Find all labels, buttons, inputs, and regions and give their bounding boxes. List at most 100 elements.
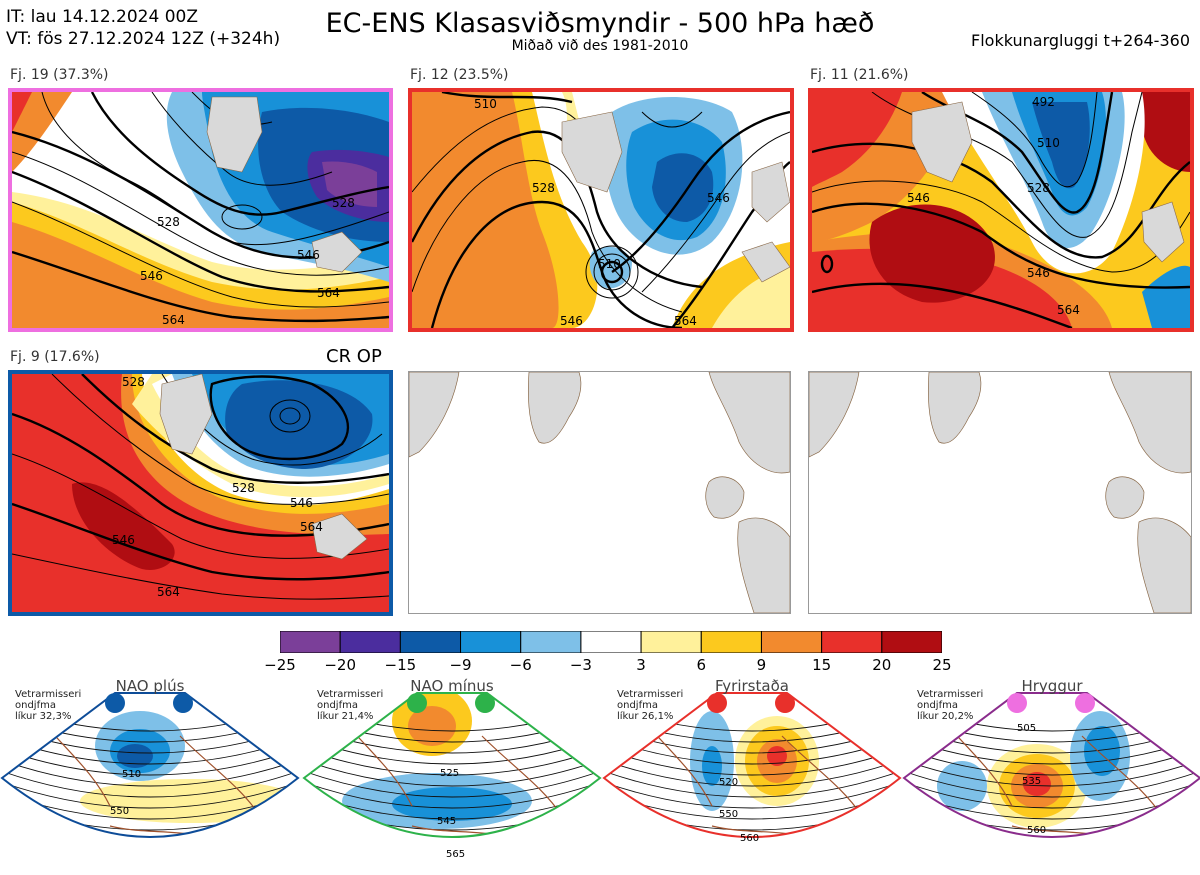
regime-dot bbox=[105, 693, 125, 713]
colorbar-tick-label: −6 bbox=[509, 656, 532, 674]
height-contour bbox=[2, 744, 298, 776]
regime-note-line: Vetrarmisseri bbox=[317, 689, 384, 700]
height-contour bbox=[604, 777, 900, 809]
contour-label-564: 564 bbox=[157, 585, 180, 599]
regime-title: Fyrirstaða bbox=[715, 677, 789, 695]
colorbar-segment bbox=[821, 630, 883, 654]
anomaly-blob bbox=[1023, 772, 1051, 796]
contour-label-528: 528 bbox=[332, 196, 355, 210]
height-contour bbox=[604, 766, 900, 798]
height-contour bbox=[604, 755, 900, 787]
colorbar-tick-label: 9 bbox=[756, 656, 767, 674]
regime-note-line: ondjfma bbox=[15, 700, 56, 711]
cluster-map-2: 510 528 546 510 546 564 bbox=[408, 88, 794, 332]
colorbar-segment bbox=[580, 630, 642, 654]
contour-label-528: 528 bbox=[122, 375, 145, 389]
colorbar-tick-label: 25 bbox=[932, 656, 952, 674]
regime-note-line: líkur 26,1% bbox=[617, 711, 674, 722]
colorbar-tick-label: −3 bbox=[569, 656, 592, 674]
colorbar-tick-label: −25 bbox=[264, 656, 296, 674]
regime-dot bbox=[707, 693, 727, 713]
contour-label-510b: 510 bbox=[598, 257, 621, 271]
anomaly-blob bbox=[1017, 850, 1047, 862]
panel-label-1: Fj. 19 (37.3%) bbox=[10, 67, 109, 83]
fan-frame bbox=[0, 692, 300, 838]
colorbar-segment bbox=[279, 630, 341, 654]
op-label: CR OP bbox=[326, 346, 382, 367]
contour-label-564: 564 bbox=[1057, 303, 1080, 317]
contour-label-564b: 564 bbox=[162, 313, 185, 327]
regime-note-line: Vetrarmisseri bbox=[917, 689, 984, 700]
height-contour bbox=[2, 766, 298, 798]
colorbar-tick-label: 3 bbox=[636, 656, 646, 674]
regime-title: Hryggur bbox=[1021, 677, 1083, 695]
anomaly-blob bbox=[767, 746, 787, 766]
height-contour bbox=[2, 777, 298, 809]
colorbar-tick-label: 6 bbox=[696, 656, 707, 674]
panel-label-3: Fj. 11 (21.6%) bbox=[810, 67, 909, 83]
regime-dot bbox=[173, 693, 193, 713]
contour-label-546: 546 bbox=[112, 533, 135, 547]
regime-dot bbox=[407, 693, 427, 713]
page-title: EC-ENS Klasasviðsmyndir - 500 hPa hæð bbox=[325, 8, 875, 39]
colorbar-segment bbox=[881, 630, 943, 654]
regime-note: Vetrarmisseri ondjfma líkur 32,3% bbox=[15, 689, 81, 722]
height-contour bbox=[604, 744, 900, 776]
regime-fan: 510 550 bbox=[0, 692, 300, 838]
contour-label-492: 492 bbox=[1032, 95, 1055, 109]
panel-label-2: Fj. 12 (23.5%) bbox=[410, 67, 509, 83]
init-time-block: IT: lau 14.12.2024 00Z VT: fös 27.12.202… bbox=[6, 6, 280, 50]
regime-title: NAO mínus bbox=[410, 677, 494, 695]
regime-title: NAO plús bbox=[115, 677, 185, 695]
regime-fan: 525 545 565 bbox=[302, 692, 602, 860]
colorbar-tick-label: −20 bbox=[324, 656, 356, 674]
contour-label-528: 528 bbox=[1027, 181, 1050, 195]
regime-note-line: Vetrarmisseri bbox=[15, 689, 82, 700]
regime-note-line: ondjfma bbox=[617, 700, 658, 711]
panel-label-4: Fj. 9 (17.6%) bbox=[10, 349, 100, 365]
regime-panels: 510 550 525 545 565 520 550 560 505 535 560 bbox=[0, 676, 1200, 871]
contour-label-564: 564 bbox=[317, 286, 340, 300]
fan-frame bbox=[302, 692, 602, 838]
regime-dot bbox=[775, 693, 795, 713]
valid-time: VT: fös 27.12.2024 12Z (+324h) bbox=[6, 29, 281, 49]
fan-frame bbox=[602, 692, 902, 838]
contour-label-564b: 564 bbox=[300, 520, 323, 534]
regime-fan: 505 535 560 bbox=[902, 692, 1200, 862]
anomaly-blob bbox=[117, 744, 153, 768]
contour-label: 520 bbox=[719, 777, 738, 788]
contour-label: 565 bbox=[446, 849, 465, 860]
colorbar-segment bbox=[760, 630, 823, 654]
anomaly-blob bbox=[702, 746, 722, 786]
regime-note: Vetrarmisseri ondjfma líkur 20,2% bbox=[917, 689, 983, 722]
contour-label: 560 bbox=[740, 833, 759, 844]
contour-label-528: 528 bbox=[532, 181, 555, 195]
contour-label-546: 546 bbox=[707, 191, 730, 205]
classification-window: Flokkunargluggi t+264-360 bbox=[971, 31, 1190, 50]
contour-label-546: 546 bbox=[907, 191, 930, 205]
contour-label-564: 564 bbox=[674, 314, 697, 328]
init-time: IT: lau 14.12.2024 00Z bbox=[6, 7, 198, 27]
anomaly-blob bbox=[408, 706, 456, 746]
contour-label: 545 bbox=[437, 816, 456, 827]
colorbar bbox=[279, 630, 943, 654]
colorbar-tick-label: 20 bbox=[872, 656, 892, 674]
contour-label: 525 bbox=[440, 768, 459, 779]
contour-label: 560 bbox=[1027, 825, 1046, 836]
regime-dot bbox=[1075, 693, 1095, 713]
contour-label-546b: 546 bbox=[140, 269, 163, 283]
contour-label: 550 bbox=[110, 806, 129, 817]
colorbar-tick-label: −9 bbox=[449, 656, 472, 674]
cluster-map-4: 528 546 564 528 546 564 bbox=[8, 370, 393, 616]
colorbar-segment bbox=[399, 630, 462, 654]
regime-dot bbox=[475, 693, 495, 713]
regime-note: Vetrarmisseri ondjfma líkur 26,1% bbox=[617, 689, 683, 722]
regime-note-line: líkur 21,4% bbox=[317, 711, 374, 722]
regime-note-line: ondjfma bbox=[917, 700, 958, 711]
colorbar-segment bbox=[700, 630, 762, 654]
regime-note-line: Vetrarmisseri bbox=[617, 689, 684, 700]
contour-label: 505 bbox=[1017, 723, 1036, 734]
colorbar-tick-label: 15 bbox=[812, 656, 832, 674]
contour-label-510: 510 bbox=[474, 97, 497, 111]
contour-label: 510 bbox=[122, 769, 141, 780]
